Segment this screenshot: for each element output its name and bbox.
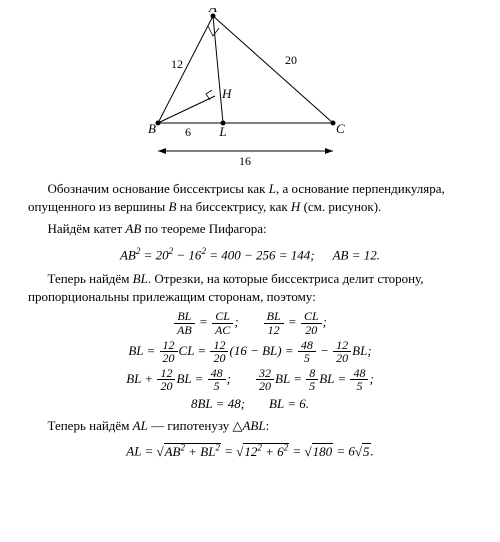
triangle-svg: A B C L H 12 20 6 16 xyxy=(138,8,363,168)
label-16: 16 xyxy=(239,154,251,168)
equation-final: AL = AB2 + BL2 = 122 + 62 = 180 = 65. xyxy=(28,441,472,461)
label-6: 6 xyxy=(185,125,191,139)
label-12: 12 xyxy=(171,57,183,71)
paragraph-2: Найдём катет AB по теореме Пифагора: xyxy=(28,220,472,238)
paragraph-1: Обозначим основание биссектрисы как L, а… xyxy=(28,180,472,216)
paragraph-3: Теперь найдём BL. Отрезки, на которые би… xyxy=(28,270,472,306)
paragraph-4: Теперь найдём AL — гипотенузу △ABL: xyxy=(28,417,472,435)
equation-block: BLAB = CLAC; BL12 = CL20; BL = 1220CL = … xyxy=(28,310,472,413)
label-H: H xyxy=(221,86,232,101)
label-A: A xyxy=(208,8,217,15)
label-B: B xyxy=(148,121,156,136)
equation-1: AB2 = 202 − 162 = 400 − 256 = 144;AB = 1… xyxy=(28,245,472,265)
solution-body: Обозначим основание биссектрисы как L, а… xyxy=(0,180,500,461)
geometry-figure: A B C L H 12 20 6 16 xyxy=(0,0,500,180)
label-20: 20 xyxy=(285,53,297,67)
label-C: C xyxy=(336,121,345,136)
label-L: L xyxy=(218,124,226,139)
